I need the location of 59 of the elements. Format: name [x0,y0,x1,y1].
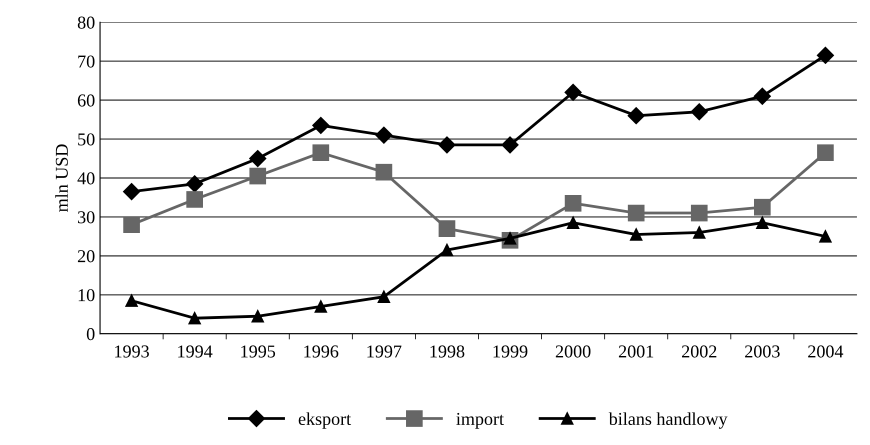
x-tick-label: 1996 [304,345,338,358]
point [249,168,266,184]
x-tick-label: 1994 [178,345,212,358]
y-tick-label: 30 [78,211,94,224]
point [375,126,392,144]
y-tick-label: 60 [78,94,94,107]
x-tick-label: 1998 [430,345,464,358]
x-tick-label: 2000 [556,345,590,358]
point [690,204,708,222]
point [438,220,456,237]
point [630,228,642,241]
point [628,204,645,222]
x-tick-label: 1993 [115,345,149,358]
point [123,216,140,234]
point [440,244,454,256]
point [186,191,203,208]
point [186,175,204,192]
point [249,150,266,168]
x-tick-label: 2002 [682,345,716,358]
y-tick-label: 0 [86,328,94,340]
point [501,136,519,154]
x-tick-label: 1997 [367,345,402,358]
point [125,294,138,307]
point [628,107,645,124]
x-tick-label: 2001 [618,345,654,358]
y-tick-label: 10 [78,289,94,302]
point [564,194,582,212]
point [756,216,769,230]
point [564,84,582,101]
x-tick-label: 2003 [745,345,780,358]
x-tick-label: 2004 [808,345,844,358]
point [817,144,834,162]
point [378,290,390,304]
point [754,88,771,105]
legend-label: import [456,412,504,429]
point [312,116,330,134]
y-tick-label: 40 [77,172,94,184]
x-tick-label: 1999 [494,345,528,358]
point [754,198,771,216]
y-tick-label: 50 [78,133,94,146]
point [123,183,140,200]
y-tick-label: 20 [78,250,94,262]
y-tick-label: 70 [78,55,94,68]
y-tick-label: 80 [78,16,94,29]
point [566,216,580,230]
point [314,300,328,313]
point [819,230,832,243]
point [690,103,708,120]
x-tick-label: 1995 [241,345,276,358]
y-axis-title: mln USD [55,144,68,212]
point [251,310,264,322]
point [816,46,834,64]
point [376,164,392,180]
legend-label: bilans handlowy [608,412,728,429]
point [693,226,706,239]
point [438,136,456,154]
point [188,312,201,324]
point [312,144,330,162]
legend-label: eksport [298,412,352,429]
